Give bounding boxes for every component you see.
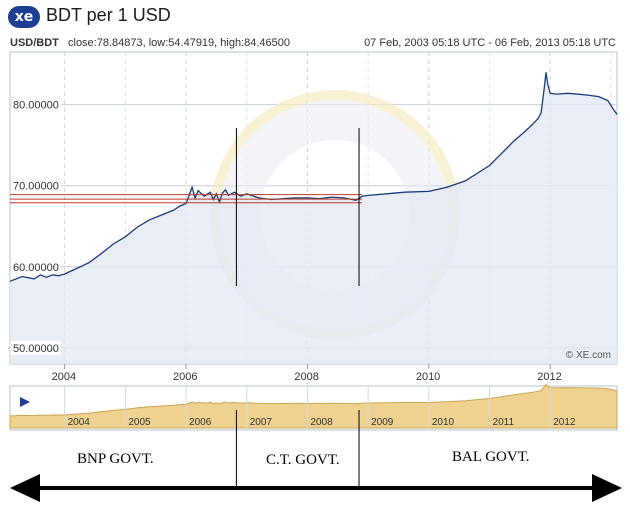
y-tick-bg-80 [11, 97, 61, 112]
y-tick-label-50: 50.00000 [13, 343, 59, 355]
arrow-left-icon [10, 474, 40, 502]
y-axis-labels: 80.00000 70.00000 60.00000 50.00000 [11, 97, 61, 355]
x-axis-labels: 2004 2006 2008 2010 2012 [52, 364, 562, 383]
arrow-right-icon [592, 474, 622, 502]
y-tick-label-80: 80.00000 [13, 100, 59, 112]
navigator-area [9, 383, 618, 429]
x-tick-label-2012: 2012 [537, 371, 561, 383]
reference-lines [10, 194, 363, 204]
nav-tick-label-2012: 2012 [553, 417, 576, 428]
currency-pair: USD/BDT [10, 37, 59, 49]
y-tick-bg-50 [11, 340, 61, 355]
nav-tick-label-2011: 2011 [493, 417, 515, 428]
series-area [10, 72, 617, 365]
x-tick-label-2006: 2006 [173, 371, 197, 383]
nav-tick-label-2004: 2004 [68, 417, 91, 428]
x-tick-label-2010: 2010 [416, 371, 440, 383]
nav-tick-label-2006: 2006 [189, 417, 212, 428]
y-tick-bg-60 [11, 259, 61, 274]
series-line-usd-bdt [9, 72, 618, 282]
nav-tick-label-2005: 2005 [128, 417, 151, 428]
xe-copyright: © XE.com [566, 350, 611, 361]
x-tick-label-2008: 2008 [294, 371, 318, 383]
y-tick-label-60: 60.00000 [13, 262, 59, 274]
government-boundaries [235, 128, 360, 486]
x-tick-label-2004: 2004 [52, 371, 76, 383]
y-tick-bg-70 [11, 178, 61, 193]
date-range: 07 Feb, 2003 05:18 UTC - 06 Feb, 2013 05… [364, 37, 616, 49]
nav-tick-label-2007: 2007 [250, 417, 273, 428]
play-icon[interactable] [20, 397, 30, 407]
nav-tick-label-2008: 2008 [310, 417, 333, 428]
nav-tick-label-2010: 2010 [432, 417, 455, 428]
label-bnp-govt: BNP GOVT. [77, 451, 154, 467]
y-tick-label-70: 70.00000 [13, 181, 59, 193]
navigator-ticks: 2004 2005 2006 2007 2008 2009 2010 2011 2012 [64, 386, 576, 430]
price-stats: close:78.84873, low:54.47919, high:84.46… [68, 37, 291, 49]
nav-tick-label-2009: 2009 [371, 417, 394, 428]
label-ct-govt: C.T. GOVT. [266, 452, 340, 468]
xe-logo[interactable]: xe [8, 6, 40, 28]
label-bal-govt: BAL GOVT. [452, 449, 530, 465]
chart-title: BDT per 1 USD [46, 5, 171, 25]
